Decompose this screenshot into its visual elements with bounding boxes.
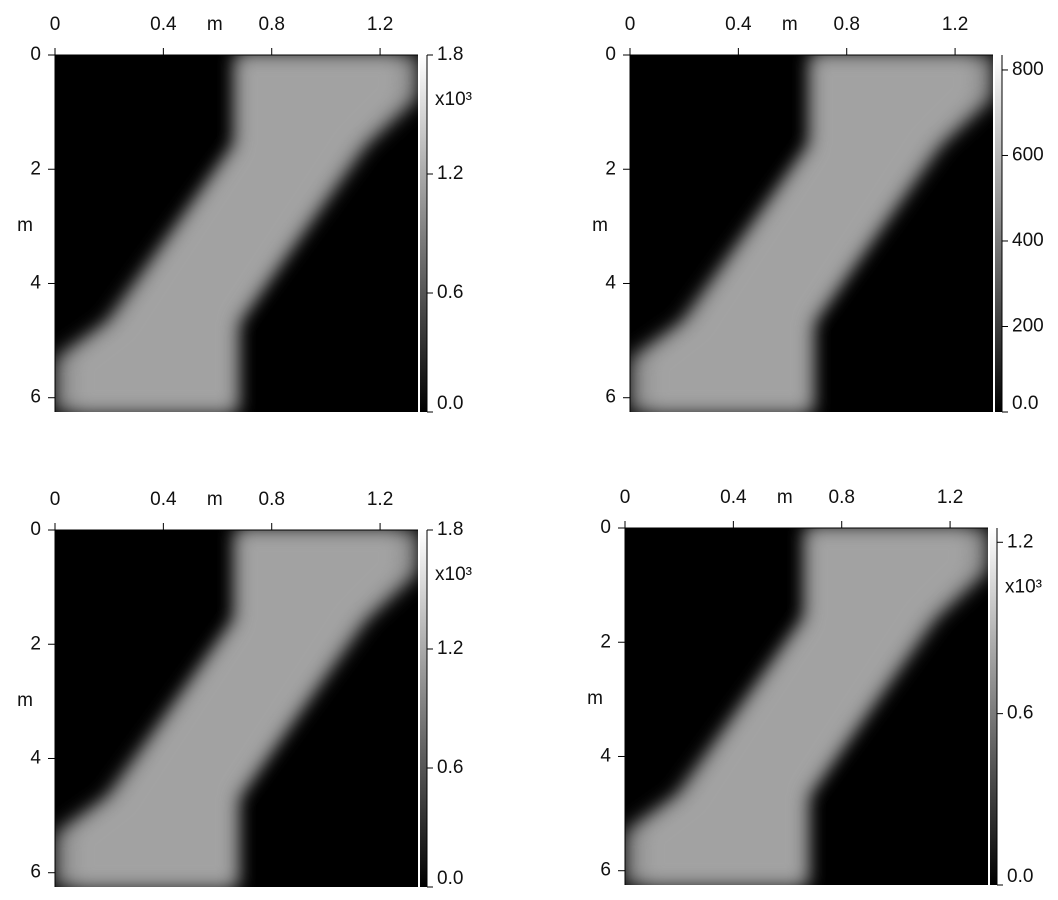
- x-tick-label: 0: [620, 487, 631, 508]
- colorbar-tick-label: 0.6: [1007, 703, 1033, 724]
- y-tick-label: 0: [30, 44, 41, 65]
- y-axis-label: m: [17, 690, 33, 711]
- x-tick-label: 0.8: [834, 14, 860, 35]
- x-tick-label: 0.8: [259, 14, 285, 35]
- panel: 0 0.4 0.8 1.2 m 0 2 4 6 m 0.0 200 400 600 800: [592, 14, 1044, 414]
- heatmap-image: [55, 530, 418, 887]
- colorbar-tick-label: 0.0: [1012, 393, 1038, 414]
- heatmap-image: [55, 55, 418, 412]
- colorbar-tick-label: 400: [1012, 230, 1044, 251]
- colorbar: [420, 55, 427, 412]
- x-axis-label: m: [777, 487, 793, 508]
- y-tick-label: 6: [605, 387, 616, 408]
- x-tick-label: 1.2: [367, 14, 393, 35]
- colorbar-tick-label: 1.2: [1007, 531, 1033, 552]
- x-tick-label: 0.4: [725, 14, 752, 35]
- panel: 0 0.4 0.8 1.2 m 0 2 4 6 m 0.0 0.6 1.2 1.8 x10³: [17, 14, 472, 414]
- colorbar-tick-label: 600: [1012, 144, 1044, 165]
- panel: 0 0.4 0.8 1.2 m 0 2 4 6 m 0.0 0.6 1.2 1.8 x10³: [17, 489, 472, 889]
- y-axis-label: m: [592, 215, 608, 236]
- y-tick-label: 2: [600, 631, 611, 652]
- x-tick-label: 0.8: [829, 487, 855, 508]
- y-tick-label: 0: [605, 44, 616, 65]
- y-tick-label: 6: [30, 387, 41, 408]
- colorbar-label: x10³: [435, 89, 472, 110]
- y-tick-label: 6: [600, 860, 611, 881]
- x-tick-label: 0: [625, 14, 636, 35]
- colorbar-tick-label: 200: [1012, 316, 1044, 337]
- colorbar-tick-label: 0.6: [437, 757, 463, 778]
- colorbar-tick-label: 1.2: [437, 163, 463, 184]
- colorbar-tick-label: 0.0: [437, 393, 463, 414]
- colorbar-tick-label: 0.6: [437, 282, 463, 303]
- colorbar: [420, 530, 427, 887]
- y-tick-label: 2: [30, 633, 41, 654]
- colorbar-label: x10³: [1005, 576, 1042, 597]
- colorbar-tick-label: 1.2: [437, 638, 463, 659]
- x-tick-label: 0.4: [150, 14, 177, 35]
- y-tick-label: 4: [605, 272, 616, 293]
- y-tick-label: 2: [30, 158, 41, 179]
- y-tick-label: 4: [600, 745, 611, 766]
- x-tick-label: 1.2: [367, 489, 393, 510]
- panel: 0 0.4 0.8 1.2 m 0 2 4 6 m 0.0 0.6 1.2 x10³: [587, 487, 1042, 887]
- x-axis-label: m: [207, 14, 223, 35]
- y-tick-label: 2: [605, 158, 616, 179]
- heatmap-image: [625, 528, 988, 885]
- colorbar-tick-label: 0.0: [1007, 866, 1033, 887]
- x-tick-label: 1.2: [942, 14, 968, 35]
- colorbar-tick-label: 1.8: [437, 44, 463, 65]
- y-tick-label: 0: [30, 519, 41, 540]
- x-tick-label: 0.8: [259, 489, 285, 510]
- colorbar: [995, 55, 1002, 412]
- y-tick-label: 0: [600, 517, 611, 538]
- x-axis-label: m: [207, 489, 223, 510]
- y-tick-label: 4: [30, 747, 41, 768]
- colorbar-tick-label: 800: [1012, 59, 1044, 80]
- y-axis-label: m: [17, 215, 33, 236]
- colorbar-label: x10³: [435, 564, 472, 585]
- x-tick-label: 0: [50, 489, 61, 510]
- y-tick-label: 6: [30, 862, 41, 883]
- x-tick-label: 1.2: [937, 487, 963, 508]
- figure: 0 0.4 0.8 1.2 m 0 2 4 6 m 0.0 0.6 1.2 1.8 x10³ 0 0.4 0.8 1…: [0, 0, 1058, 895]
- y-axis-label: m: [587, 688, 603, 709]
- x-axis-label: m: [782, 14, 798, 35]
- y-tick-label: 4: [30, 272, 41, 293]
- x-tick-label: 0.4: [150, 489, 177, 510]
- x-tick-label: 0.4: [720, 487, 747, 508]
- heatmap-image: [630, 55, 993, 412]
- x-tick-label: 0: [50, 14, 61, 35]
- page: {"chart_data": [ {"type": "heatmap", "x_…: [0, 0, 1058, 900]
- colorbar-tick-label: 0.0: [437, 868, 463, 889]
- colorbar: [990, 528, 997, 885]
- colorbar-tick-label: 1.8: [437, 519, 463, 540]
